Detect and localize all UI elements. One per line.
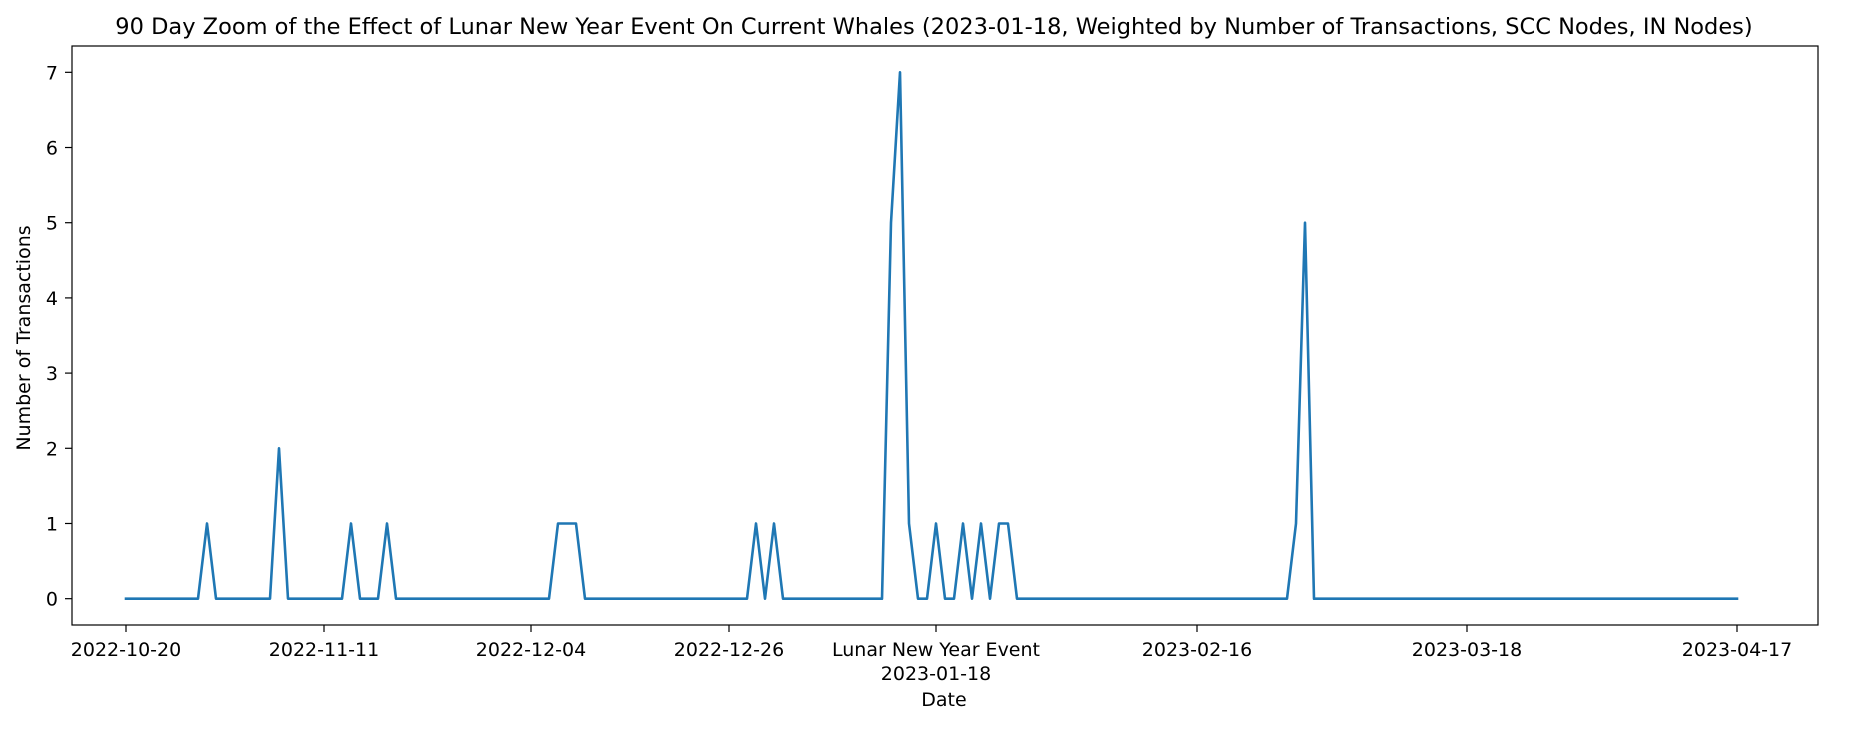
axis-ticks: 2022-10-20 2022-11-11 2022-12-04 2022-12-26… — [46, 62, 1792, 685]
x-tick-label: 2023-02-16 — [1142, 639, 1252, 661]
y-tick-label: 4 — [46, 288, 58, 310]
series-line-0 — [124, 71, 1739, 600]
x-tick-label: 2022-12-26 — [674, 639, 784, 661]
x-axis-label: Date — [921, 689, 966, 711]
y-tick-label: 2 — [46, 438, 58, 460]
x-tick-label: 2022-11-11 — [269, 639, 379, 661]
x-tick-label: 2022-10-20 — [71, 639, 181, 661]
y-axis-label: Number of Transactions — [13, 225, 35, 450]
chart-title: 90 Day Zoom of the Effect of Lunar New Y… — [115, 14, 1752, 40]
y-tick-label: 0 — [46, 589, 58, 611]
x-tick-label: 2023-03-18 — [1412, 639, 1522, 661]
y-tick-label: 6 — [46, 138, 58, 160]
y-tick-label: 3 — [46, 363, 58, 385]
x-tick-label: 2023-04-17 — [1682, 639, 1792, 661]
y-tick-label: 1 — [46, 513, 58, 535]
x-tick-label: 2023-01-18 — [881, 663, 991, 685]
y-tick-label: 5 — [46, 213, 58, 235]
plot-area — [71, 45, 1819, 626]
x-tick-label: 2022-12-04 — [476, 639, 586, 661]
y-tick-label: 7 — [46, 62, 58, 84]
x-tick-label: Lunar New Year Event — [832, 639, 1040, 661]
plot-frame — [71, 45, 1819, 626]
